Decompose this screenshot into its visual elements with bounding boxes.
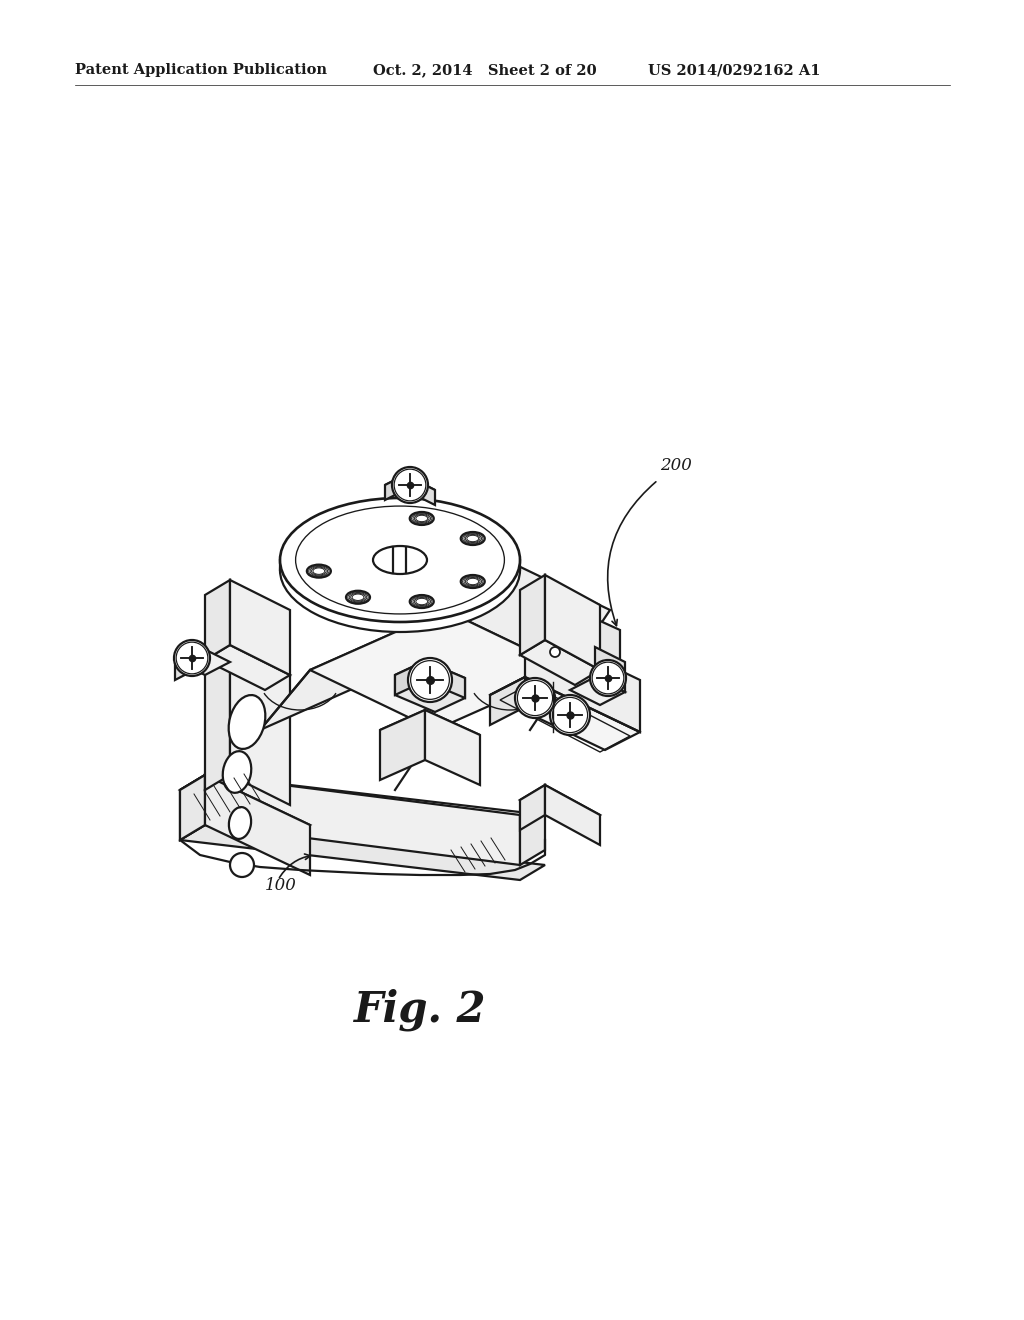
Polygon shape: [180, 775, 205, 840]
Text: 100: 100: [265, 876, 297, 894]
Polygon shape: [260, 610, 445, 730]
Polygon shape: [520, 640, 600, 685]
Polygon shape: [380, 710, 480, 755]
Circle shape: [392, 467, 428, 503]
Polygon shape: [175, 647, 200, 680]
Polygon shape: [425, 661, 465, 698]
Polygon shape: [425, 710, 480, 785]
Polygon shape: [406, 475, 435, 506]
Polygon shape: [525, 624, 640, 733]
Polygon shape: [230, 645, 290, 805]
Polygon shape: [395, 661, 465, 711]
Polygon shape: [385, 475, 435, 500]
Text: 200: 200: [660, 457, 692, 474]
Polygon shape: [180, 825, 545, 880]
Polygon shape: [520, 800, 545, 865]
Polygon shape: [310, 610, 570, 730]
Polygon shape: [205, 775, 520, 865]
Polygon shape: [175, 647, 230, 675]
Circle shape: [408, 657, 452, 702]
Polygon shape: [395, 661, 425, 696]
Polygon shape: [440, 557, 510, 590]
Ellipse shape: [461, 532, 484, 545]
Polygon shape: [545, 576, 600, 671]
Polygon shape: [180, 775, 545, 830]
Circle shape: [590, 660, 626, 696]
Ellipse shape: [346, 591, 370, 603]
Polygon shape: [230, 579, 290, 675]
Polygon shape: [520, 785, 600, 830]
Polygon shape: [545, 647, 620, 685]
Text: Fig. 2: Fig. 2: [353, 989, 486, 1031]
Polygon shape: [520, 785, 545, 830]
Text: US 2014/0292162 A1: US 2014/0292162 A1: [648, 63, 820, 77]
Ellipse shape: [307, 565, 331, 578]
Polygon shape: [205, 775, 310, 875]
Polygon shape: [180, 775, 310, 840]
Polygon shape: [445, 550, 610, 671]
Ellipse shape: [229, 807, 251, 840]
Polygon shape: [385, 475, 406, 500]
Polygon shape: [570, 677, 625, 705]
Ellipse shape: [410, 595, 434, 609]
Ellipse shape: [228, 696, 265, 748]
Ellipse shape: [280, 508, 520, 632]
Circle shape: [515, 678, 555, 718]
Polygon shape: [380, 710, 425, 780]
Polygon shape: [205, 645, 290, 690]
Polygon shape: [595, 647, 625, 692]
Ellipse shape: [223, 751, 251, 793]
Polygon shape: [565, 605, 620, 672]
Circle shape: [230, 853, 254, 876]
Polygon shape: [295, 545, 360, 585]
Ellipse shape: [410, 512, 434, 525]
Polygon shape: [205, 645, 230, 789]
Circle shape: [550, 647, 560, 657]
Polygon shape: [205, 579, 230, 660]
Text: Patent Application Publication: Patent Application Publication: [75, 63, 327, 77]
Circle shape: [550, 696, 590, 735]
Circle shape: [174, 640, 210, 676]
Polygon shape: [490, 677, 640, 750]
Text: Oct. 2, 2014   Sheet 2 of 20: Oct. 2, 2014 Sheet 2 of 20: [373, 63, 597, 77]
Polygon shape: [545, 785, 600, 845]
Polygon shape: [520, 576, 545, 655]
Ellipse shape: [461, 576, 484, 587]
Polygon shape: [180, 775, 205, 840]
Ellipse shape: [373, 546, 427, 574]
Polygon shape: [490, 677, 525, 725]
Ellipse shape: [280, 498, 520, 622]
